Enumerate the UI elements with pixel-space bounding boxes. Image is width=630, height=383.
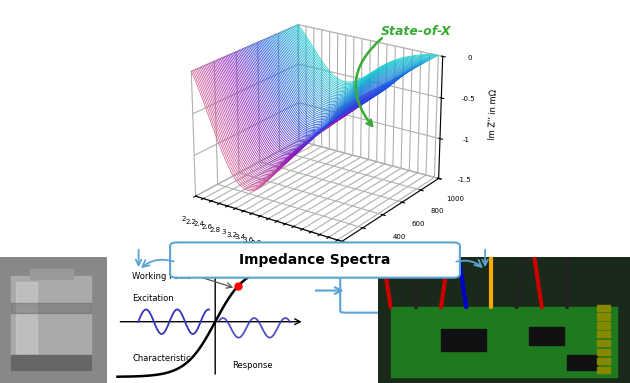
Bar <box>30 269 73 279</box>
FancyBboxPatch shape <box>0 268 290 313</box>
Bar <box>597 304 610 311</box>
Bar <box>597 358 610 364</box>
Bar <box>597 322 610 329</box>
Text: Characteristic: Characteristic <box>132 354 191 363</box>
Text: Embedded System: Embedded System <box>406 283 564 298</box>
Text: Working Point: Working Point <box>132 272 190 281</box>
Text: Fast Measurement: Fast Measurement <box>65 283 225 298</box>
Text: State-of-X: State-of-X <box>381 25 452 38</box>
Text: Excitation: Excitation <box>132 294 174 303</box>
Bar <box>597 331 610 337</box>
Bar <box>11 276 91 370</box>
Bar <box>16 282 38 364</box>
X-axis label: Real Z' in mΩ: Real Z' in mΩ <box>215 246 272 271</box>
Bar <box>11 355 91 370</box>
Bar <box>567 355 597 370</box>
Bar <box>597 340 610 346</box>
Text: Response: Response <box>232 361 272 370</box>
Bar <box>597 367 610 373</box>
Bar <box>441 329 486 352</box>
FancyArrowPatch shape <box>289 287 341 294</box>
Bar <box>529 327 564 345</box>
Bar <box>597 349 610 355</box>
Bar <box>597 313 610 320</box>
FancyBboxPatch shape <box>340 268 630 313</box>
Bar <box>11 303 91 313</box>
Bar <box>391 307 617 377</box>
Text: Impedance Spectra: Impedance Spectra <box>239 253 391 267</box>
